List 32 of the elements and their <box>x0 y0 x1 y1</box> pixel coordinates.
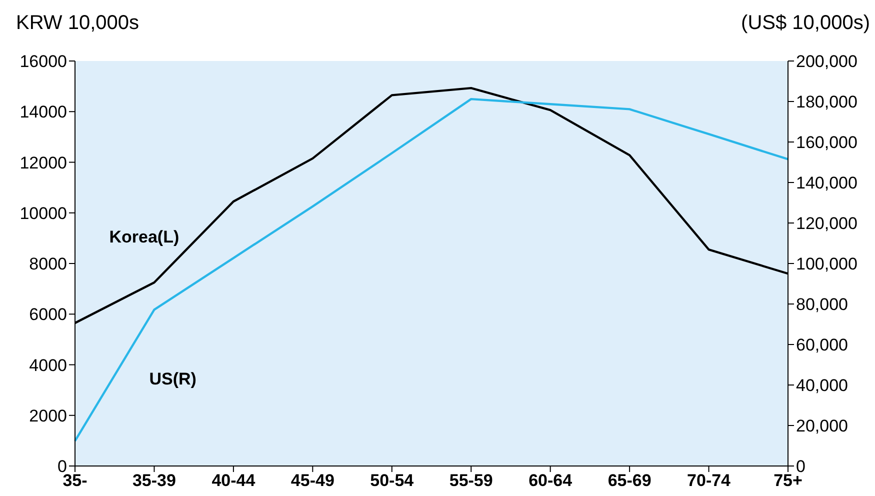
y2-tick-label: 180,000 <box>796 92 858 112</box>
x-tick-label: 70-74 <box>687 471 732 490</box>
x-tick-label: 50-54 <box>370 471 414 490</box>
x-tick-label: 55-59 <box>449 471 493 490</box>
y-tick-label: 14000 <box>20 102 67 122</box>
y-tick-label: 6000 <box>29 305 67 324</box>
y2-tick-label: 80,000 <box>796 295 848 314</box>
y2-tick-label: 200,000 <box>796 52 858 72</box>
series-label: US(R) <box>149 370 196 389</box>
y-tick-label: 16000 <box>20 52 67 72</box>
x-tick-label: 60-64 <box>528 471 573 490</box>
y2-axis-title: (US$ 10,000s) <box>741 12 870 35</box>
series-label: Korea(L) <box>109 227 180 246</box>
x-tick-label: 35- <box>62 471 88 490</box>
y2-tick-label: 100,000 <box>796 254 858 274</box>
y2-tick-label: 20,000 <box>796 416 848 436</box>
x-tick-label: 40-44 <box>212 471 256 490</box>
x-tick-label: 45-49 <box>290 471 334 490</box>
y-tick-label: 4000 <box>29 356 67 375</box>
y-tick-label: 12000 <box>20 153 67 172</box>
y2-tick-label: 140,000 <box>796 174 858 193</box>
x-tick-label: 35-39 <box>132 471 176 490</box>
y-axis-title: KRW 10,000s <box>16 12 140 35</box>
y-tick-label: 2000 <box>29 406 67 426</box>
y-tick-label: 8000 <box>29 254 67 274</box>
line-series <box>74 98 790 442</box>
y2-tick-label: 40,000 <box>796 376 848 396</box>
y2-tick-label: 60,000 <box>796 336 848 355</box>
y2-tick-label: 160,000 <box>796 133 858 152</box>
x-tick-label: 65-69 <box>608 471 652 490</box>
y-tick-label: 10000 <box>20 204 67 223</box>
y2-tick-label: 120,000 <box>796 214 858 234</box>
